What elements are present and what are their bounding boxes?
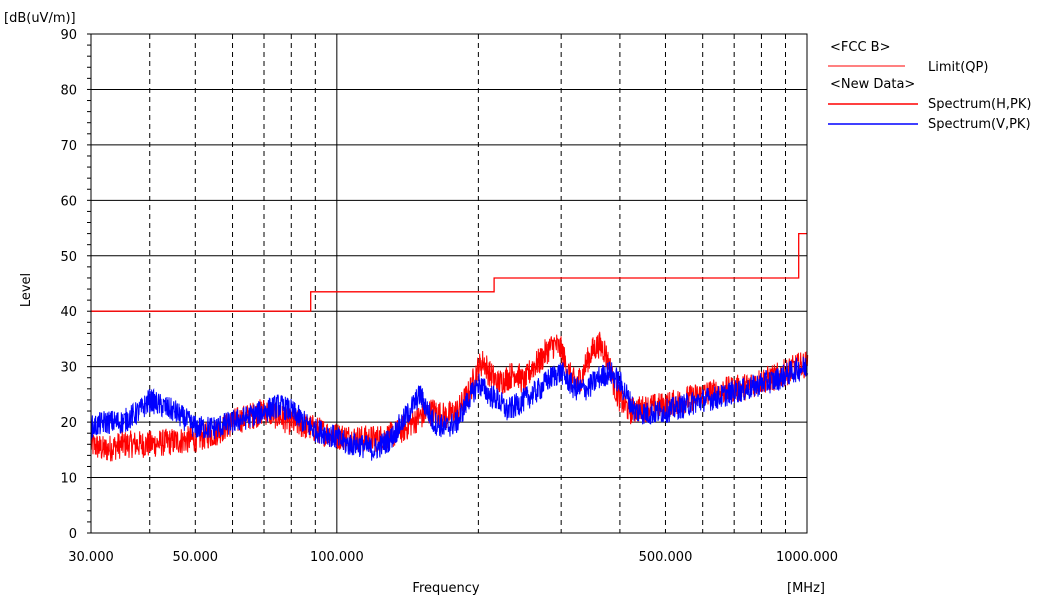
y-tick-label: 0: [69, 527, 77, 542]
y-tick-label: 60: [60, 194, 77, 209]
grid: [87, 33, 807, 534]
legend-entry-limit-qp: Limit(QP): [928, 60, 988, 75]
legend-entry-spectrum-h: Spectrum(H,PK): [928, 97, 1031, 112]
x-unit-label: [MHz]: [787, 581, 825, 596]
x-tick-label: 100.000: [310, 550, 364, 565]
legend: <FCC B> Limit(QP) <New Data> Spectrum(H,…: [828, 40, 1031, 132]
x-tick-label: 500.000: [639, 550, 693, 565]
series-line-spectrum-v-pk: [90, 356, 809, 461]
x-axis-label: Frequency: [412, 581, 479, 596]
series-line-spectrum-h-pk: [90, 331, 809, 462]
y-tick-label: 40: [60, 305, 77, 320]
x-tick-labels: 30.000 50.000 100.000 500.000 1000.000: [68, 550, 838, 565]
y-tick-label: 80: [60, 83, 77, 98]
legend-group-fcc-b: <FCC B>: [830, 40, 890, 55]
y-unit-label: [dB(uV/m)]: [4, 11, 76, 26]
series-group: [90, 232, 809, 462]
y-tick-label: 50: [60, 250, 77, 265]
x-tick-label: 50.000: [173, 550, 219, 565]
y-axis-label: Level: [19, 273, 34, 307]
y-tick-label: 30: [60, 361, 77, 376]
y-tick-label: 20: [60, 416, 77, 431]
y-tick-label: 90: [60, 28, 77, 43]
legend-group-new-data: <New Data>: [830, 77, 915, 92]
y-tick-labels: 0 10 20 30 40 50 60 70 80 90: [60, 28, 77, 542]
x-tick-label: 30.000: [68, 550, 114, 565]
x-tick-label: 1000.000: [776, 550, 838, 565]
series-line-limit-qp: [91, 232, 807, 312]
plot-frame: [90, 33, 808, 534]
legend-entry-spectrum-v: Spectrum(V,PK): [928, 117, 1031, 132]
y-tick-label: 10: [60, 472, 77, 487]
y-tick-label: 70: [60, 139, 77, 154]
